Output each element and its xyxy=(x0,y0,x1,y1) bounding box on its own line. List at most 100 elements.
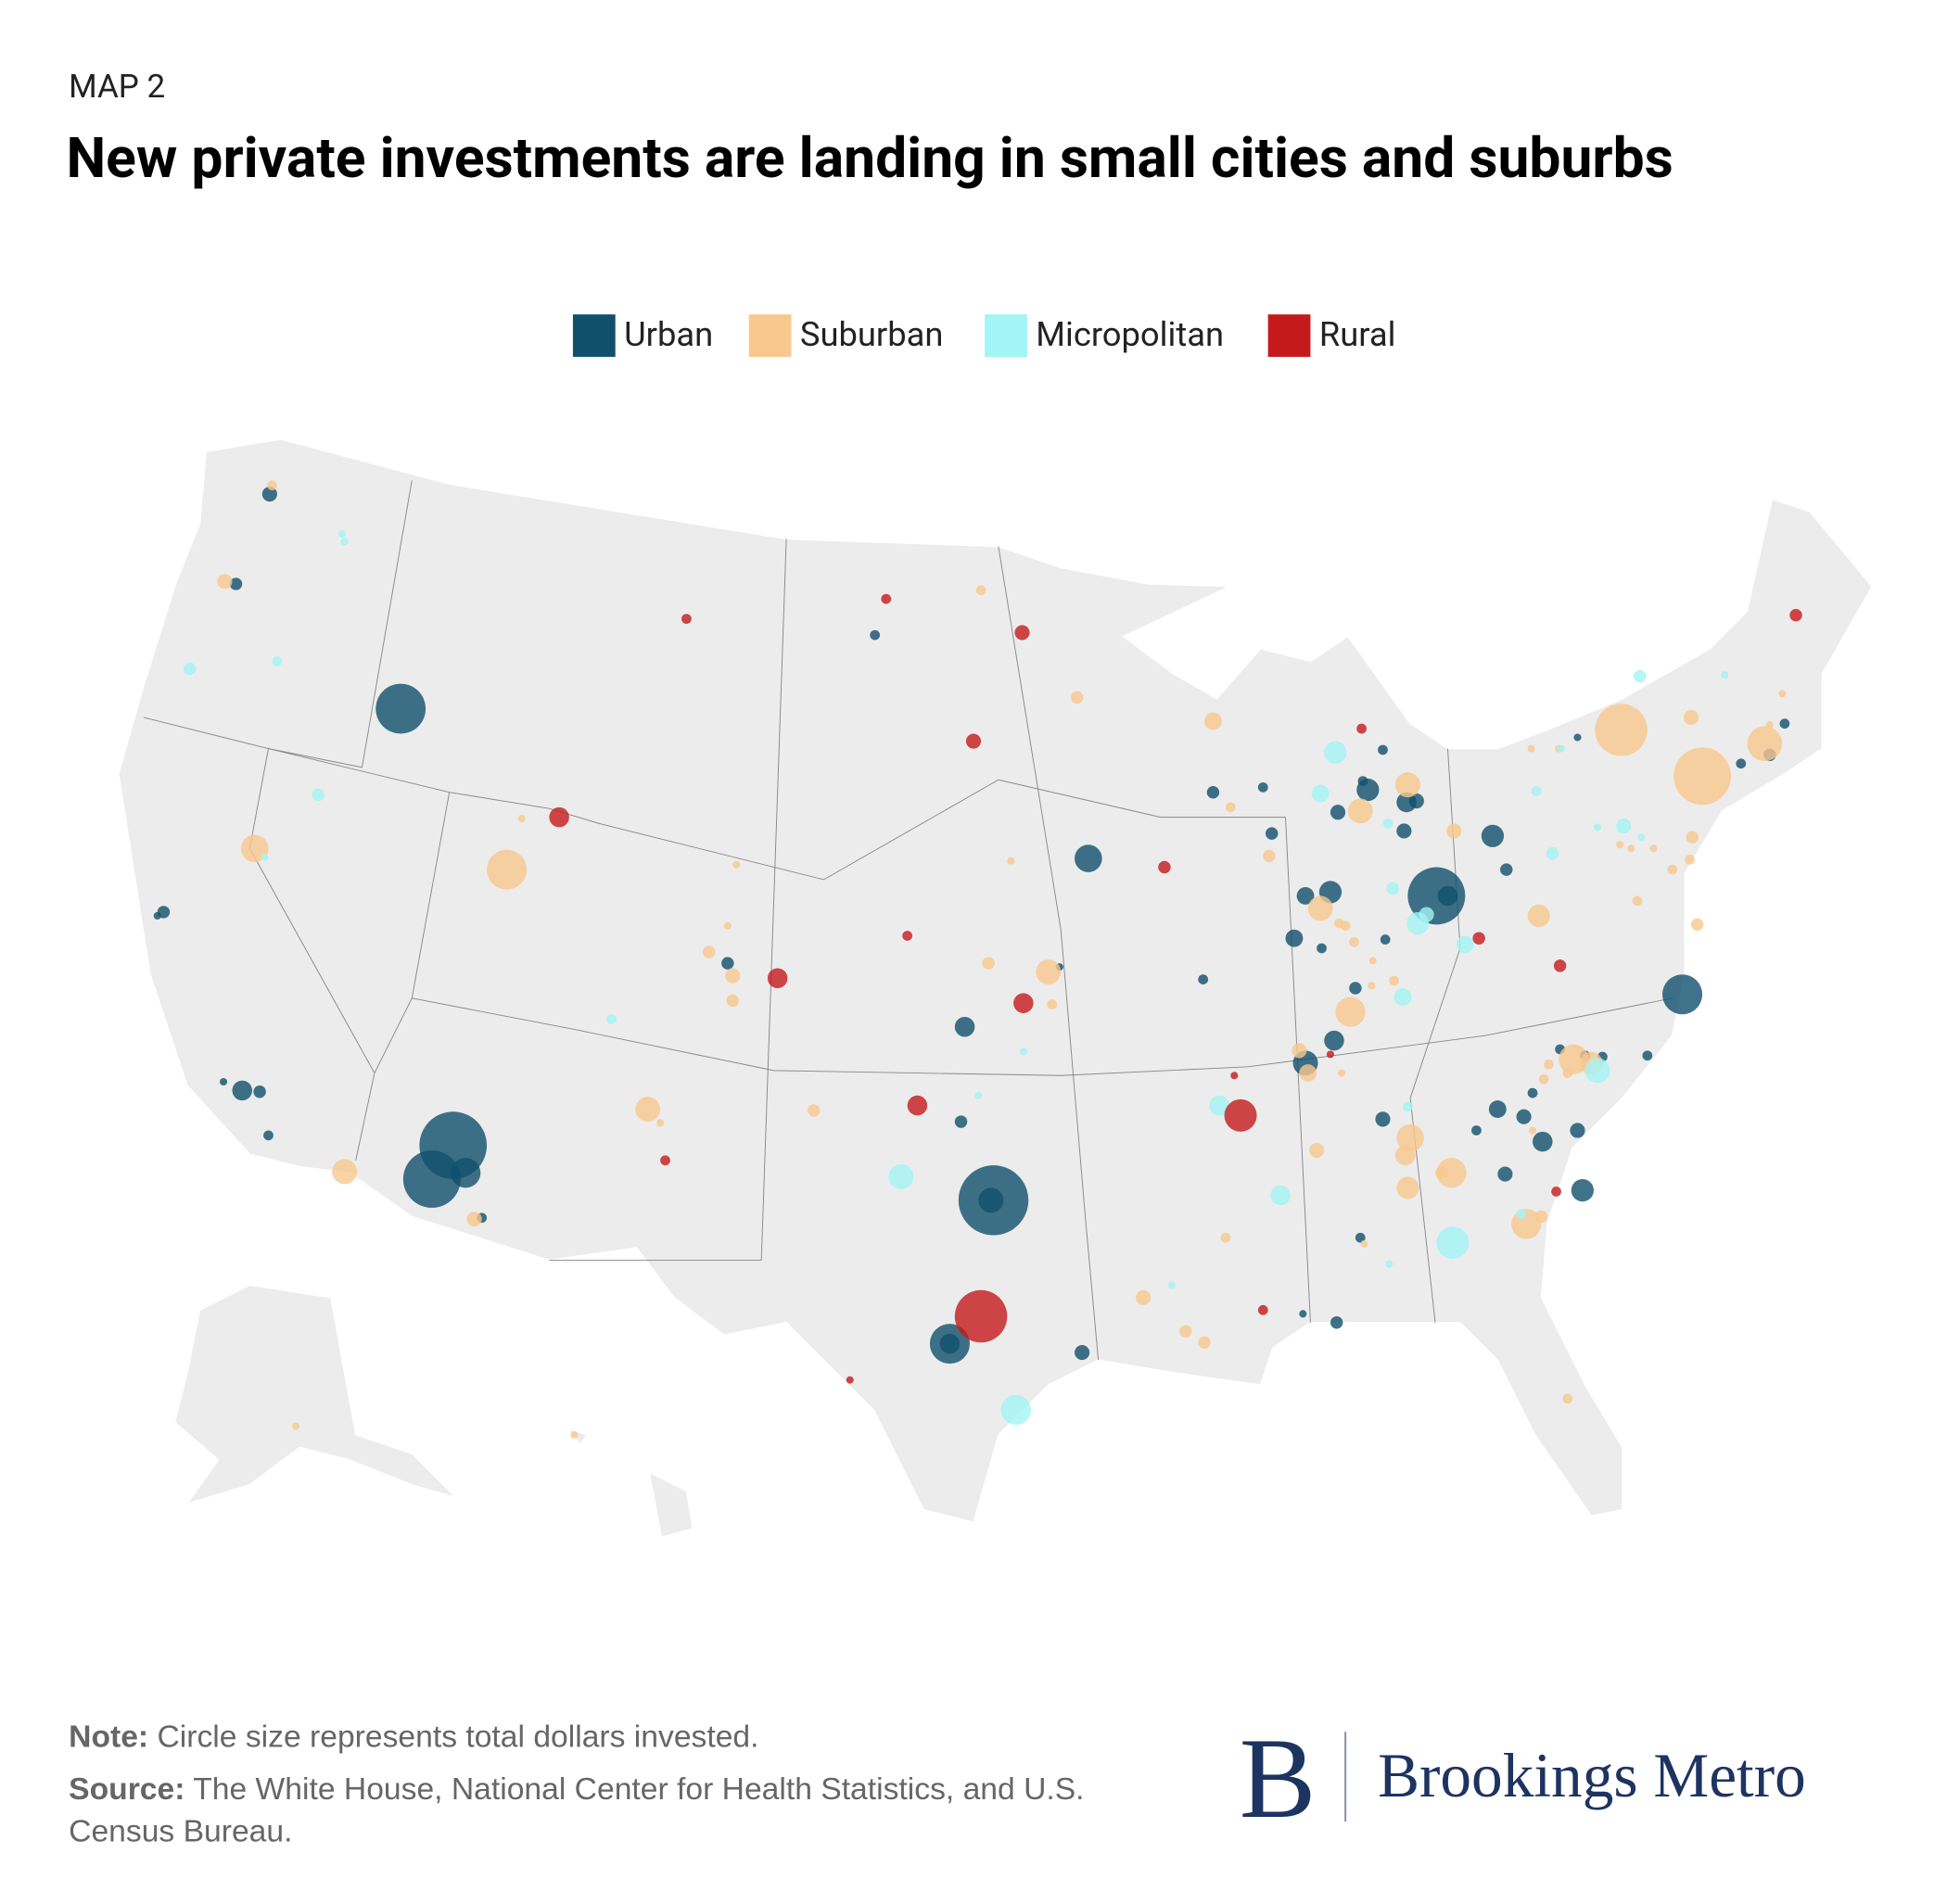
bubble xyxy=(1616,818,1632,834)
bubble xyxy=(1357,776,1368,786)
bubble xyxy=(721,957,734,970)
bubble xyxy=(1385,1260,1393,1268)
bubble xyxy=(272,655,283,666)
bubble xyxy=(1299,1310,1307,1318)
bubble xyxy=(1500,863,1513,876)
bubble xyxy=(1584,1058,1610,1084)
bubble xyxy=(1285,929,1304,947)
bubble xyxy=(1685,855,1695,865)
legend-swatch xyxy=(748,314,792,357)
bubble xyxy=(1296,887,1315,905)
bubble xyxy=(1551,1187,1561,1197)
bubble xyxy=(1616,841,1624,849)
bubble xyxy=(1562,1068,1573,1078)
legend-label: Rural xyxy=(1319,314,1396,354)
bubble xyxy=(1380,934,1391,945)
bubble xyxy=(1324,1030,1344,1051)
legend-label: Urban xyxy=(624,314,713,354)
bubble xyxy=(549,806,569,828)
bubble xyxy=(340,538,349,546)
bubble xyxy=(1593,823,1602,831)
bubble xyxy=(292,1422,300,1430)
bubble xyxy=(1538,1073,1549,1085)
bubble xyxy=(1396,1123,1424,1152)
us-outline xyxy=(118,438,1873,1523)
note-label: Note: xyxy=(69,1719,149,1755)
bubble xyxy=(1527,1087,1538,1098)
bubble xyxy=(1360,1239,1368,1249)
bubble xyxy=(1014,625,1030,641)
source: Source: The White House, National Center… xyxy=(69,1768,1142,1853)
bubble xyxy=(888,1163,914,1189)
bubble xyxy=(1471,1125,1482,1136)
bubble xyxy=(1019,1047,1027,1056)
bubble xyxy=(1533,1131,1553,1152)
bubble xyxy=(1481,824,1505,847)
bubble xyxy=(1257,781,1268,793)
bubble xyxy=(1135,1289,1152,1305)
bubble xyxy=(1546,846,1559,860)
alaska xyxy=(173,1284,458,1505)
bubble xyxy=(1000,1394,1031,1426)
bubble xyxy=(939,1333,961,1354)
bubble xyxy=(1765,720,1774,730)
bubble xyxy=(1158,860,1171,874)
bubble xyxy=(1198,974,1209,984)
bubble xyxy=(1557,744,1566,753)
bubble xyxy=(337,530,346,539)
bubble xyxy=(1721,671,1729,679)
notes: Note: Circle size represents total dolla… xyxy=(69,1716,1142,1853)
bubble xyxy=(1311,784,1330,803)
bubble xyxy=(487,849,528,890)
bubble xyxy=(1389,975,1399,986)
legend: Urban Suburban Micropolitan Rural xyxy=(572,314,1396,357)
legend-label: Micropolitan xyxy=(1036,314,1224,354)
bubble xyxy=(1531,785,1542,796)
bubble xyxy=(1544,1059,1554,1070)
bubble xyxy=(870,629,881,641)
bubble xyxy=(1534,1210,1548,1224)
bubble xyxy=(1047,999,1058,1009)
bubble xyxy=(1527,904,1550,928)
bubble xyxy=(1230,1072,1239,1080)
bubble xyxy=(723,921,732,930)
bubble xyxy=(1472,932,1485,945)
note: Note: Circle size represents total dolla… xyxy=(69,1716,1142,1758)
bubble xyxy=(1382,818,1393,829)
bubble xyxy=(1013,993,1034,1013)
bubble xyxy=(1527,744,1535,753)
bubble xyxy=(725,968,741,984)
bubble xyxy=(1330,805,1346,820)
bubble xyxy=(1167,1281,1177,1289)
bubble xyxy=(954,1016,975,1037)
bubble xyxy=(1338,1069,1346,1077)
bubble xyxy=(681,614,692,625)
bubble xyxy=(1198,1336,1211,1350)
bubble xyxy=(1378,744,1388,755)
bubble xyxy=(954,1115,968,1128)
logo-text: Brookings Metro xyxy=(1378,1741,1806,1810)
bubble xyxy=(1307,895,1333,921)
bubble xyxy=(1497,1166,1513,1182)
bubble xyxy=(1528,1126,1537,1135)
legend-swatch xyxy=(985,314,1027,357)
bubble xyxy=(1642,1050,1653,1061)
bubble xyxy=(261,486,277,502)
bubble xyxy=(1779,718,1790,730)
bubble xyxy=(1488,1100,1507,1119)
bubble xyxy=(1036,959,1062,984)
bubble xyxy=(1368,957,1377,965)
bubble xyxy=(965,733,982,749)
kicker: MAP 2 xyxy=(69,68,165,106)
bubble xyxy=(1446,823,1462,839)
bubble xyxy=(312,788,325,802)
bubble xyxy=(1683,709,1699,726)
bubble xyxy=(1299,1064,1317,1082)
bubble xyxy=(1355,1232,1366,1243)
bubble xyxy=(1667,864,1678,875)
bubble xyxy=(1204,712,1222,730)
bubble xyxy=(1209,1095,1229,1116)
bubble xyxy=(1437,885,1458,907)
bubble xyxy=(1340,920,1351,932)
note-block: Note: Circle size represents total dolla… xyxy=(69,1716,1142,1853)
